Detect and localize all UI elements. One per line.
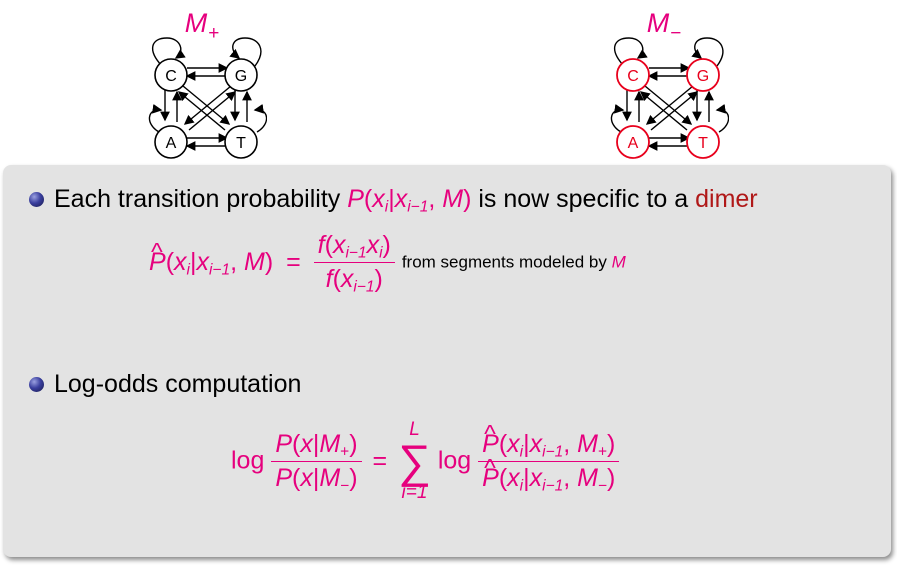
node-g-label: G: [697, 68, 709, 85]
self-loop-a: [610, 103, 625, 133]
node-c-label: C: [627, 68, 639, 85]
transition-prob-expr: P(xi|xi−1, M): [347, 185, 472, 216]
bullet-icon: [29, 192, 44, 207]
edge-c-t: [182, 85, 231, 125]
model-minus: M−: [599, 0, 729, 165]
edge-g-a: [645, 85, 694, 125]
bullet-2-text: Log-odds computation: [54, 370, 302, 398]
node-g: [224, 58, 258, 92]
node-c: [154, 58, 188, 92]
node-a: [154, 125, 188, 159]
segments-note: from segments modeled by M: [401, 252, 626, 272]
self-loop-c: [614, 37, 648, 67]
node-t: [224, 125, 258, 159]
node-t-label: T: [698, 135, 708, 152]
bullet-icon: [29, 377, 44, 392]
node-g: [686, 58, 720, 92]
summation: L ∑ i=1: [398, 419, 431, 503]
self-loop-c: [152, 37, 186, 67]
dimer-highlight: dimer: [695, 185, 758, 213]
content-panel: Each transition probability P(xi|xi−1, M…: [3, 165, 891, 557]
model-plus-title: M+: [184, 8, 220, 44]
self-loop-a: [148, 103, 163, 133]
self-loop-g: [229, 37, 262, 67]
edge-a-g: [188, 91, 237, 131]
self-loop-g: [691, 37, 724, 67]
node-g-label: G: [235, 68, 247, 85]
node-c: [616, 58, 650, 92]
node-a-label: A: [166, 135, 177, 152]
edge-g-a: [183, 85, 232, 125]
node-t: [686, 125, 720, 159]
estimate-formula: P ^ (xi|xi−1, M) = f(xi−1xi) f(xi−1) from …: [149, 231, 626, 296]
model-minus-title: M−: [646, 8, 682, 44]
log-odds-formula: log P(x|M+) P(x|M−) = L ∑ i=1 log P ^ (xi|…: [231, 419, 620, 503]
self-loop-t: [253, 103, 267, 133]
node-a-label: A: [628, 135, 639, 152]
node-c-label: C: [165, 68, 177, 85]
edge-t-c: [639, 91, 688, 131]
node-a: [616, 125, 650, 159]
edge-c-t: [644, 85, 693, 125]
edge-t-c: [177, 91, 226, 131]
model-plus-graph: C G A T: [148, 37, 267, 159]
edge-a-g: [650, 91, 699, 131]
model-minus-graph: C G A T: [610, 37, 729, 159]
bullet-1-text: Each transition probability P(xi|xi−1, M…: [54, 185, 758, 216]
model-diagrams: M+: [0, 0, 897, 165]
self-loop-t: [715, 103, 729, 133]
model-plus: M+: [137, 0, 267, 165]
node-t-label: T: [236, 135, 246, 152]
